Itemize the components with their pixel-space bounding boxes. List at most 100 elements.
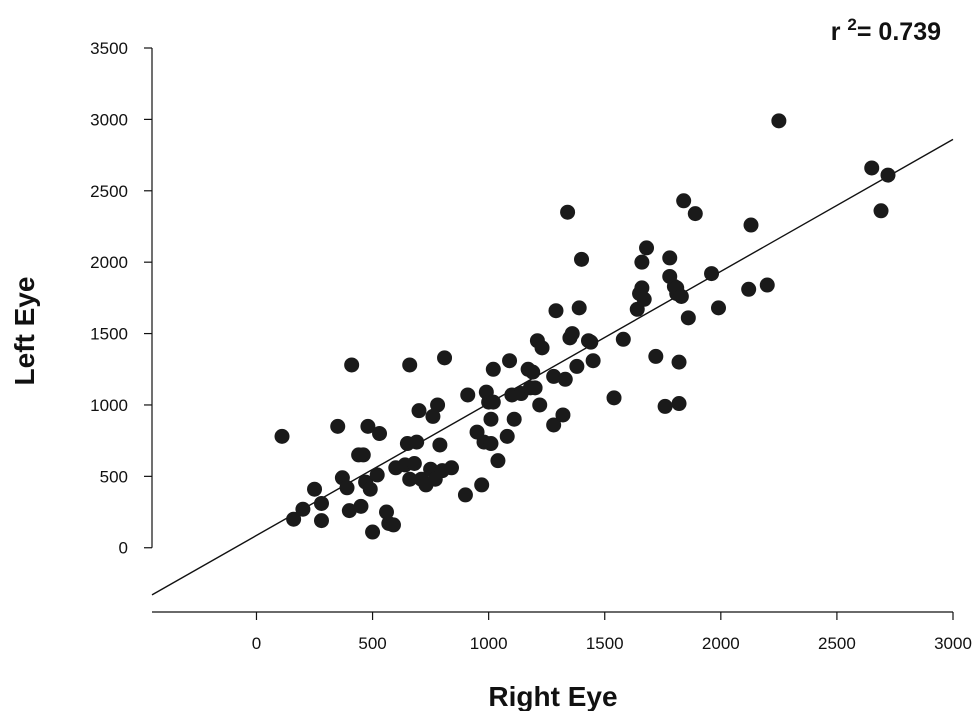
data-point [385, 517, 401, 533]
data-point [483, 411, 499, 427]
data-point [574, 251, 590, 267]
data-point [546, 368, 562, 384]
regression-line-layer [151, 138, 954, 596]
data-point [457, 487, 473, 503]
r-squared-value: = 0.739 [857, 18, 941, 46]
data-point [365, 524, 381, 540]
data-point [527, 380, 543, 396]
data-point [360, 418, 376, 434]
data-point [546, 417, 562, 433]
regression-line [151, 138, 954, 596]
data-point [648, 348, 664, 364]
data-point [474, 477, 490, 493]
y-axis: 0 500 1000 1500 2000 2500 3000 3500 [90, 39, 153, 558]
data-point [741, 281, 757, 297]
data-point [564, 326, 580, 342]
data-point [532, 397, 548, 413]
x-tick-label: 2000 [702, 634, 740, 653]
data-point [430, 397, 446, 413]
data-point [286, 511, 302, 527]
data-point [864, 160, 880, 176]
data-point [406, 456, 422, 472]
x-tick-label: 500 [358, 634, 386, 653]
r-squared-annotation: r 2= 0.739 [831, 15, 941, 46]
y-tick-label: 3000 [90, 110, 128, 129]
data-point [402, 357, 418, 373]
data-point [606, 390, 622, 406]
y-tick-label: 0 [119, 539, 128, 558]
data-point [502, 353, 518, 369]
data-point [490, 453, 506, 469]
data-point [460, 387, 476, 403]
data-point [639, 240, 655, 256]
data-point [483, 436, 499, 452]
data-point [313, 513, 329, 529]
y-tick-label: 1500 [90, 325, 128, 344]
data-point [485, 394, 501, 410]
data-point [636, 291, 652, 307]
data-point [662, 250, 678, 266]
y-tick-label: 1000 [90, 396, 128, 415]
data-point [353, 498, 369, 514]
data-point [585, 353, 601, 369]
data-point [571, 300, 587, 316]
x-axis-title: Right Eye [488, 681, 617, 711]
data-point [759, 277, 775, 293]
r-squared-superscript: 2 [847, 15, 856, 34]
r-squared-prefix: r [831, 18, 848, 46]
data-point [680, 310, 696, 326]
data-point [425, 408, 441, 424]
data-point [344, 357, 360, 373]
y-tick-label: 500 [100, 467, 128, 486]
data-point [687, 206, 703, 222]
data-point [743, 217, 759, 233]
y-axis-title: Left Eye [9, 277, 40, 386]
data-point [274, 428, 290, 444]
data-point [657, 398, 673, 414]
data-point [555, 407, 571, 423]
data-point [307, 481, 323, 497]
x-tick-label: 0 [252, 634, 261, 653]
data-point [506, 411, 522, 427]
data-point [355, 447, 371, 463]
data-point [432, 437, 448, 453]
data-point [525, 364, 541, 380]
data-point [485, 361, 501, 377]
data-point [411, 403, 427, 419]
data-point [534, 340, 550, 356]
data-point [330, 418, 346, 434]
data-point [409, 434, 425, 450]
data-point [560, 204, 576, 220]
data-point [673, 288, 689, 304]
x-axis: 0 500 1000 1500 2000 2500 3000 [152, 611, 972, 653]
data-point [634, 254, 650, 270]
data-point [402, 471, 418, 487]
data-point [369, 467, 385, 483]
data-point [437, 350, 453, 366]
x-tick-label: 1500 [586, 634, 624, 653]
data-point [557, 371, 573, 387]
data-point [372, 426, 388, 442]
data-point [569, 358, 585, 374]
data-point [295, 501, 311, 517]
data-point [341, 503, 357, 519]
data-point [339, 480, 355, 496]
y-tick-label: 3500 [90, 39, 128, 58]
data-point [771, 113, 787, 129]
data-point [548, 303, 564, 319]
data-point [362, 481, 378, 497]
x-tick-label: 1000 [470, 634, 508, 653]
data-point [711, 300, 727, 316]
data-point [499, 428, 515, 444]
data-point [313, 495, 329, 511]
y-tick-label: 2000 [90, 253, 128, 272]
data-point [880, 167, 896, 183]
x-tick-label: 3000 [934, 634, 972, 653]
data-point [444, 460, 460, 476]
data-point [671, 396, 687, 412]
data-point [615, 331, 631, 347]
x-tick-label: 2500 [818, 634, 856, 653]
y-tick-label: 2500 [90, 182, 128, 201]
data-point [676, 193, 692, 209]
